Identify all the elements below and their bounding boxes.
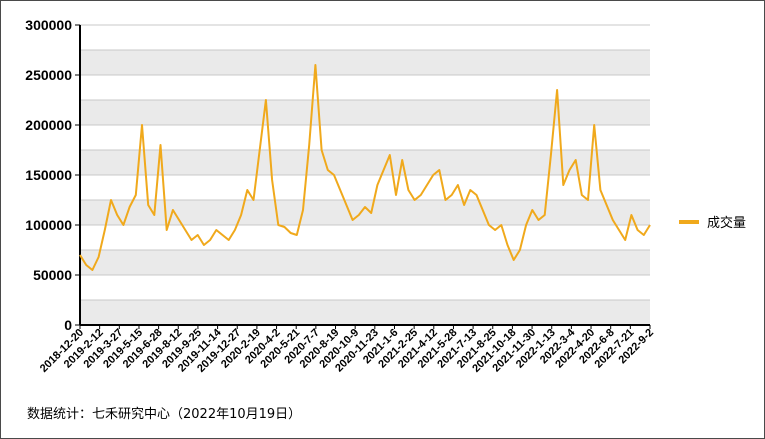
y-tick-label: 0 bbox=[64, 317, 72, 333]
y-tick-label: 100000 bbox=[25, 217, 72, 233]
y-tick-label: 200000 bbox=[25, 117, 72, 133]
y-tick-label: 300000 bbox=[25, 17, 72, 33]
plot-band bbox=[80, 50, 650, 75]
plot-band bbox=[80, 225, 650, 250]
plot-band bbox=[80, 250, 650, 275]
plot-band bbox=[80, 75, 650, 100]
y-tick-label: 250000 bbox=[25, 67, 72, 83]
plot-band bbox=[80, 175, 650, 200]
x-axis-tick-labels: 2018-12-202019-2-122019-3-272019-5-15201… bbox=[38, 326, 656, 375]
series-line-成交量 bbox=[79, 64, 651, 271]
plot-band bbox=[80, 300, 650, 325]
y-tick-label: 50000 bbox=[33, 267, 72, 283]
plot-band bbox=[80, 275, 650, 300]
legend-label: 成交量 bbox=[707, 215, 746, 231]
source-footnote: 数据统计：七禾研究中心（2022年10月19日） bbox=[27, 407, 301, 422]
plot-band bbox=[80, 100, 650, 125]
y-tick-label: 150000 bbox=[25, 167, 72, 183]
plot-band bbox=[80, 150, 650, 175]
plot-band bbox=[80, 125, 650, 150]
series-layer bbox=[79, 64, 651, 271]
y-axis-tick-labels: 0 50000 100000 150000 200000 250000 300000 bbox=[25, 17, 72, 333]
axes bbox=[75, 24, 651, 329]
legend: 成交量 bbox=[679, 215, 746, 231]
plot-band bbox=[80, 25, 650, 50]
gridlines bbox=[80, 24, 650, 301]
